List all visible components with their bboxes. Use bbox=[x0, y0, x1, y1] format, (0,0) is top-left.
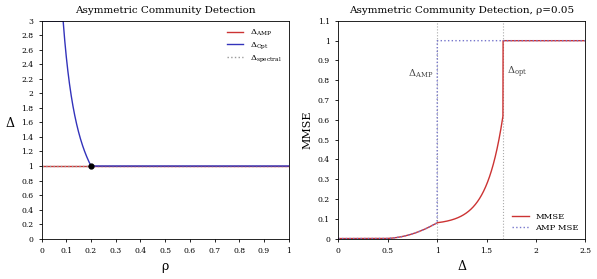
Y-axis label: Δ: Δ bbox=[5, 117, 14, 130]
Text: $\Delta_{\rm opt}$: $\Delta_{\rm opt}$ bbox=[507, 65, 527, 80]
Legend: $\Delta_{\rm AMP}$, $\Delta_{\rm Opt}$, $\Delta_{\rm spectral}$: $\Delta_{\rm AMP}$, $\Delta_{\rm Opt}$, … bbox=[224, 25, 285, 67]
Text: $\Delta_{\rm AMP}$: $\Delta_{\rm AMP}$ bbox=[408, 68, 433, 80]
Title: Asymmetric Community Detection, ρ=0.05: Asymmetric Community Detection, ρ=0.05 bbox=[349, 6, 574, 15]
Legend: MMSE, AMP MSE: MMSE, AMP MSE bbox=[509, 211, 581, 234]
X-axis label: ρ: ρ bbox=[161, 260, 169, 273]
X-axis label: Δ: Δ bbox=[457, 260, 466, 273]
Y-axis label: MMSE: MMSE bbox=[302, 110, 312, 149]
Title: Asymmetric Community Detection: Asymmetric Community Detection bbox=[75, 6, 256, 15]
